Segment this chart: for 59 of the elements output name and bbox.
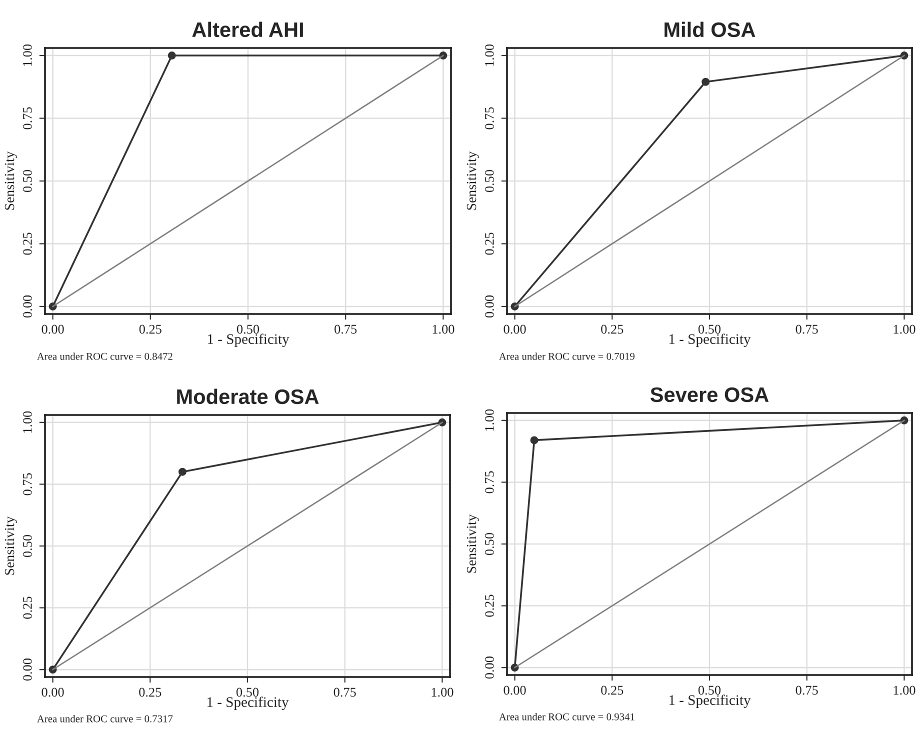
point bbox=[178, 468, 186, 476]
x-tick-label: 1.00 bbox=[432, 688, 454, 697]
y-tick-label: 1.00 bbox=[23, 44, 32, 66]
text: Area under ROC curve = 0.7019 bbox=[499, 352, 635, 360]
x-tick-label: 0.50 bbox=[698, 686, 721, 695]
y-tick-label: 0.25 bbox=[485, 594, 494, 617]
x-axis-title: 1 - Specificity bbox=[669, 334, 751, 348]
x-tick-label: 0.25 bbox=[601, 686, 624, 695]
y-tick-label: 1.00 bbox=[485, 44, 494, 66]
y-tick-label: 0.75 bbox=[485, 107, 494, 130]
y-tick-label: 0.50 bbox=[23, 534, 32, 558]
point bbox=[702, 78, 710, 86]
y-tick-label: 0.00 bbox=[485, 656, 494, 679]
x-tick-label: 0.75 bbox=[334, 324, 357, 334]
y-tick-label: 0.25 bbox=[485, 232, 494, 255]
y-tick-label: 0.75 bbox=[485, 471, 494, 494]
x-axis-title: 1 - Specificity bbox=[208, 334, 290, 348]
x-tick-label: 0.25 bbox=[139, 324, 162, 334]
chart-title: Mild OSA bbox=[664, 22, 756, 38]
y-tick-label: 0.50 bbox=[23, 170, 32, 192]
text: Area under ROC curve = 0.9341 bbox=[499, 712, 634, 720]
y-tick-label: 0.00 bbox=[485, 295, 494, 318]
x-tick-label: 0.25 bbox=[139, 688, 162, 697]
x-tick-label: 0.50 bbox=[236, 324, 260, 334]
x-tick-label: 0.00 bbox=[504, 324, 526, 334]
text: Area under ROC curve = 0.8472 bbox=[36, 352, 172, 360]
x-tick-label: 1.00 bbox=[894, 686, 916, 695]
x-tick-label: 0.50 bbox=[698, 324, 721, 334]
y-tick-label: 0.75 bbox=[23, 473, 32, 496]
x-tick-label: 0.50 bbox=[236, 688, 259, 697]
x-tick-label: 0.75 bbox=[334, 688, 356, 697]
x-tick-label: 0.75 bbox=[796, 324, 818, 334]
x-tick-label: 1.00 bbox=[894, 324, 916, 334]
chart-title: Severe OSA bbox=[650, 387, 769, 402]
x-tick-label: 0.00 bbox=[42, 688, 64, 697]
chart-title: Altered AHI bbox=[192, 22, 303, 38]
x-tick-label: 0.75 bbox=[796, 686, 818, 695]
point bbox=[530, 436, 538, 444]
y-tick-label: 0.50 bbox=[485, 532, 494, 556]
y-tick-label: 0.00 bbox=[23, 295, 32, 318]
x-tick-label: 0.00 bbox=[504, 686, 526, 695]
x-axis-title: 1 - Specificity bbox=[669, 694, 751, 708]
y-tick-label: 0.75 bbox=[23, 107, 32, 130]
y-tick-label: 1.00 bbox=[23, 411, 32, 433]
y-tick-label: 0.25 bbox=[23, 232, 32, 255]
x-tick-label: 1.00 bbox=[432, 324, 454, 334]
y-tick-label: 0.00 bbox=[23, 658, 32, 681]
y-axis-title: Sensitivity bbox=[466, 151, 480, 210]
y-axis-title: Sensitivity bbox=[466, 514, 480, 573]
x-tick-label: 0.00 bbox=[42, 324, 64, 334]
y-tick-label: 0.25 bbox=[23, 596, 32, 619]
y-axis-title: Sensitivity bbox=[4, 516, 18, 575]
text: Area under ROC curve = 0.7317 bbox=[37, 714, 173, 722]
y-axis-title: Sensitivity bbox=[4, 151, 18, 210]
x-tick-label: 0.25 bbox=[601, 324, 624, 334]
x-axis-title: 1 - Specificity bbox=[207, 696, 289, 710]
y-tick-label: 1.00 bbox=[485, 409, 494, 431]
y-tick-label: 0.50 bbox=[485, 170, 494, 192]
chart-title: Moderate OSA bbox=[177, 388, 319, 404]
